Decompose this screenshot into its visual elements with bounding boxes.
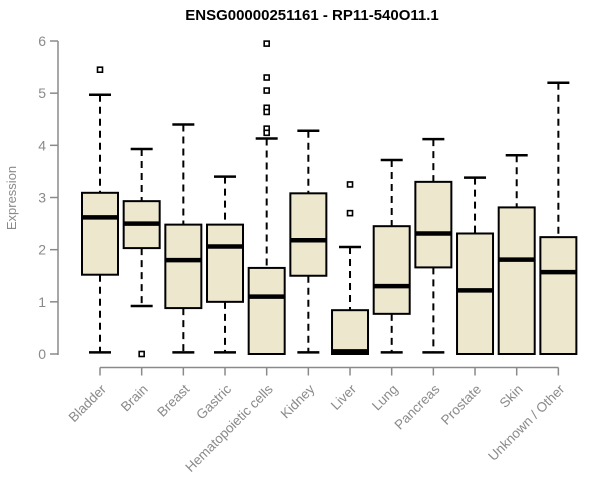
y-tick-label: 3 — [38, 190, 46, 206]
x-tick-label: Gastric — [193, 381, 234, 422]
box — [247, 266, 286, 355]
box-group-liver — [331, 181, 370, 355]
x-tick-label: Pancreas — [392, 381, 443, 432]
y-axis-label: Expression — [4, 166, 19, 230]
box-group-skin — [497, 153, 536, 355]
outlier-marker — [263, 108, 270, 116]
box — [331, 309, 370, 355]
outlier-marker — [263, 74, 270, 81]
chart-title: ENSG00000251161 - RP11-540O11.1 — [185, 7, 439, 24]
outlier-marker — [346, 181, 354, 188]
x-tick-label: Kidney — [278, 381, 318, 421]
box-group-gastric — [206, 175, 245, 354]
x-tick-label: Unknown / Other — [485, 381, 568, 464]
y-tick-label: 0 — [38, 346, 46, 362]
x-tick-label: Skin — [497, 382, 526, 411]
box-group-kidney — [289, 129, 328, 354]
y-axis: 0 1 2 3 4 5 6 — [38, 33, 59, 362]
x-tick-label: Prostate — [438, 382, 484, 428]
outlier-marker — [96, 66, 104, 73]
box — [414, 180, 453, 269]
outlier-marker — [263, 40, 270, 47]
box — [164, 223, 203, 310]
x-tick-label: Brain — [118, 382, 151, 415]
box-group-pancreas — [414, 137, 453, 354]
y-tick-label: 6 — [38, 33, 46, 49]
box-group-unknown-other — [539, 81, 578, 355]
box-group-lung — [372, 158, 411, 354]
x-tick-label: Breast — [154, 381, 192, 419]
box — [372, 225, 411, 315]
x-tick-label: Lung — [369, 382, 401, 414]
y-tick-label: 4 — [38, 137, 46, 153]
box — [456, 232, 495, 355]
outlier-marker — [263, 87, 270, 94]
outlier-marker — [346, 209, 354, 217]
y-tick-label: 2 — [38, 242, 46, 258]
box — [289, 192, 328, 277]
box — [81, 191, 119, 276]
box-group-prostate — [456, 176, 495, 355]
box — [539, 236, 578, 355]
x-tick-label: Bladder — [66, 381, 110, 425]
box-group-hematopoietic-cells — [247, 40, 286, 355]
boxes-group — [81, 40, 578, 358]
box-group-bladder — [81, 66, 119, 354]
outlier-marker — [263, 129, 270, 137]
outlier-marker — [138, 350, 145, 358]
y-tick-label: 1 — [38, 294, 46, 310]
box — [206, 223, 245, 303]
box-group-brain — [122, 147, 161, 358]
box-group-breast — [164, 123, 203, 354]
box — [497, 206, 536, 355]
x-tick-label: Liver — [328, 381, 360, 413]
y-tick-label: 5 — [38, 85, 46, 101]
